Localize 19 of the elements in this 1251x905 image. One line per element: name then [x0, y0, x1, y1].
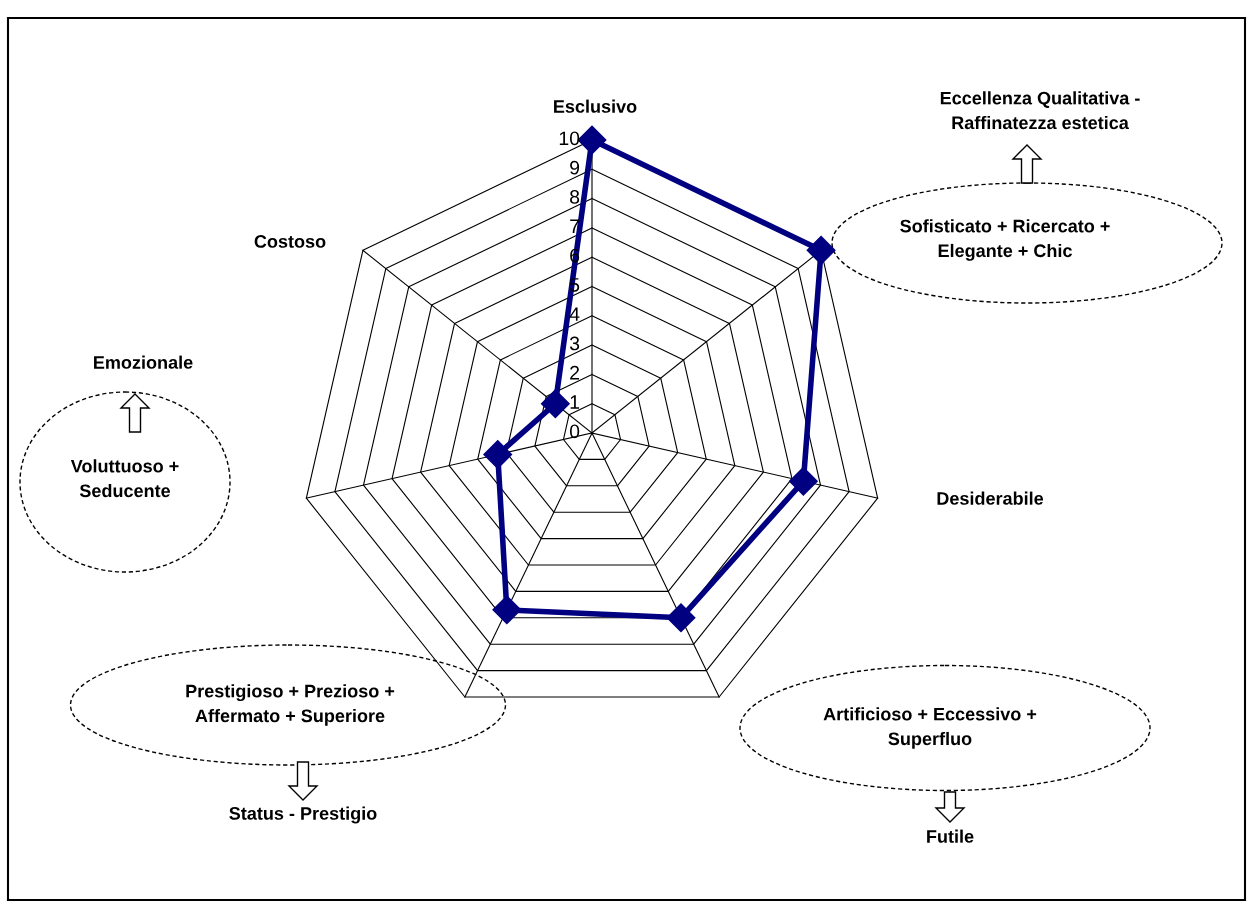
- spoke-label: Costoso: [254, 235, 326, 248]
- spoke-label: Desiderabile: [937, 491, 1044, 505]
- text: Emozionale: [94, 355, 193, 369]
- y-tick-label: 8: [570, 190, 580, 204]
- y-tick-label: 3: [569, 336, 580, 351]
- y-tick-label: 9: [570, 160, 580, 175]
- y-tick-label: 2: [570, 365, 580, 380]
- y-tick-label: 0: [569, 424, 580, 439]
- spoke-label: Voluttuoso + Seducente: [70, 459, 179, 498]
- y-tick-label: 10: [559, 131, 580, 146]
- text: Eccellenza Qualitativa - Raffinatezza estetica: [940, 91, 1140, 130]
- y-tick-label: 1: [570, 395, 580, 409]
- spoke-label: Prestigioso + Prezioso + Affermato + Superiore: [186, 684, 395, 726]
- y-tick-label: 5: [569, 278, 580, 292]
- text: Futile: [927, 829, 974, 843]
- spoke-label: Artificioso + Eccessivo + Superfluo: [823, 707, 1037, 749]
- text: Status - Prestigio: [229, 806, 377, 824]
- spoke-label: Sofisticato + Ricercato + Elegante + Chic: [900, 219, 1110, 261]
- spoke-label: Esclusivo: [554, 99, 637, 113]
